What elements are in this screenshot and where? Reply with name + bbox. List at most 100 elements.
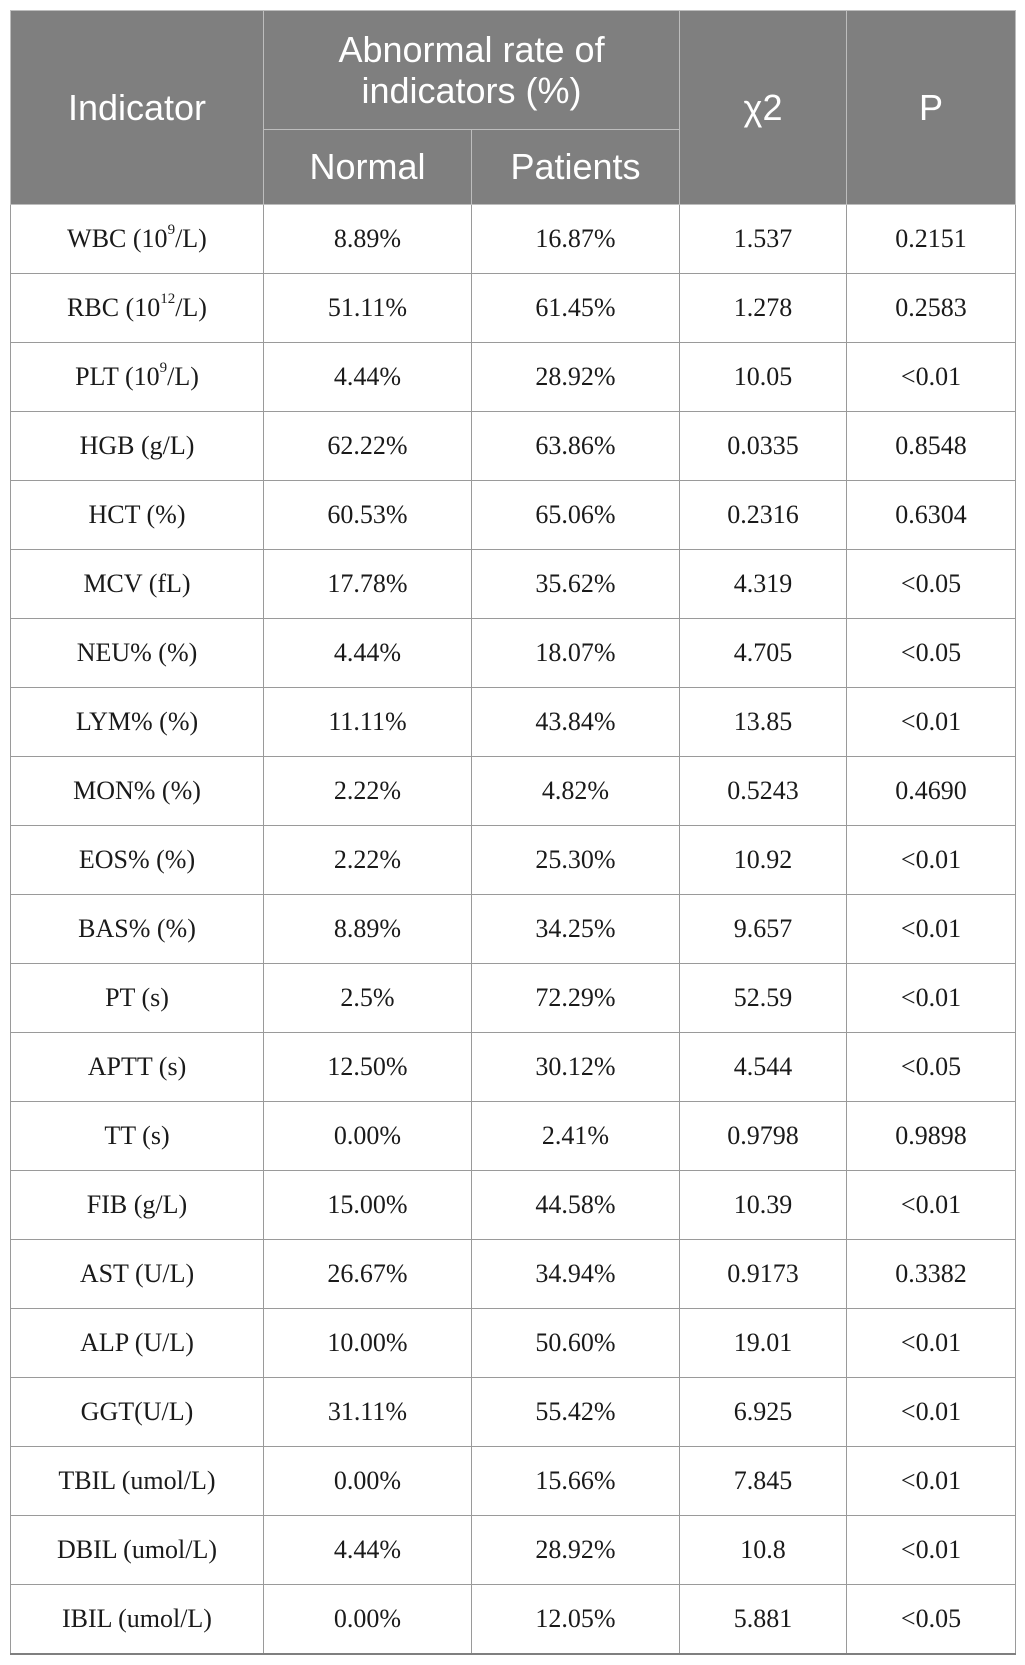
p-value-cell: <0.01 [846, 1308, 1017, 1378]
indicator-cell: LYM% (%) [10, 687, 264, 757]
chi2-cell: 19.01 [679, 1308, 848, 1378]
indicator-exponent: 12 [160, 291, 176, 308]
indicator-name: ALP (U/L) [80, 1328, 194, 1357]
patients-rate-cell: 34.94% [470, 1239, 681, 1309]
indicator-name: MON% (%) [73, 776, 201, 805]
normal-rate-cell: 4.44% [263, 1515, 472, 1585]
table-row: HCT (%) 60.53% 65.06% 0.2316 0.6304 [10, 480, 1017, 550]
header-chi2: χ2 [679, 10, 848, 205]
chi2-cell: 6.925 [679, 1377, 848, 1447]
indicator-name: IBIL (umol/L) [62, 1604, 212, 1633]
p-value-cell: <0.01 [846, 894, 1017, 964]
table-row: LYM% (%) 11.11% 43.84% 13.85 <0.01 [10, 687, 1017, 757]
patients-rate-cell: 28.92% [470, 342, 681, 412]
table-row: ALP (U/L) 10.00% 50.60% 19.01 <0.01 [10, 1308, 1017, 1378]
indicator-name: FIB (g/L) [86, 1190, 188, 1219]
indicator-cell: MON% (%) [10, 756, 264, 826]
indicator-name: NEU% (%) [76, 638, 198, 667]
chi2-cell: 10.39 [679, 1170, 848, 1240]
normal-rate-cell: 8.89% [263, 894, 472, 964]
chi2-cell: 10.92 [679, 825, 848, 895]
normal-rate-cell: 4.44% [263, 342, 472, 412]
table-row: DBIL (umol/L) 4.44% 28.92% 10.8 <0.01 [10, 1515, 1017, 1585]
chi2-cell: 4.319 [679, 549, 848, 619]
normal-rate-cell: 51.11% [263, 273, 472, 343]
normal-rate-cell: 12.50% [263, 1032, 472, 1102]
indicator-name: GGT(U/L) [80, 1397, 194, 1426]
normal-rate-cell: 0.00% [263, 1446, 472, 1516]
patients-rate-cell: 16.87% [470, 204, 681, 274]
p-value-cell: <0.01 [846, 1170, 1017, 1240]
indicator-name: APTT (s) [87, 1052, 187, 1081]
normal-rate-cell: 15.00% [263, 1170, 472, 1240]
table-row: GGT(U/L) 31.11% 55.42% 6.925 <0.01 [10, 1377, 1017, 1447]
table-row: RBC (1012/L) 51.11% 61.45% 1.278 0.2583 [10, 273, 1017, 343]
normal-rate-cell: 0.00% [263, 1584, 472, 1655]
indicator-name: AST (U/L) [79, 1259, 195, 1288]
indicator-cell: WBC (109/L) [10, 204, 264, 274]
normal-rate-cell: 8.89% [263, 204, 472, 274]
patients-rate-cell: 12.05% [470, 1584, 681, 1655]
indicator-exponent: 9 [159, 360, 168, 377]
patients-rate-cell: 61.45% [470, 273, 681, 343]
indicator-cell: DBIL (umol/L) [10, 1515, 264, 1585]
chi2-cell: 7.845 [679, 1446, 848, 1516]
indicator-cell: TBIL (umol/L) [10, 1446, 264, 1516]
header-indicator: Indicator [10, 10, 264, 205]
table-row: PT (s) 2.5% 72.29% 52.59 <0.01 [10, 963, 1017, 1033]
p-value-cell: 0.6304 [846, 480, 1017, 550]
table-row: EOS% (%) 2.22% 25.30% 10.92 <0.01 [10, 825, 1017, 895]
table-row: BAS% (%) 8.89% 34.25% 9.657 <0.01 [10, 894, 1017, 964]
patients-rate-cell: 63.86% [470, 411, 681, 481]
normal-rate-cell: 26.67% [263, 1239, 472, 1309]
p-value-cell: <0.01 [846, 342, 1017, 412]
indicator-cell: HCT (%) [10, 480, 264, 550]
patients-rate-cell: 34.25% [470, 894, 681, 964]
indicator-unit: /L) [175, 293, 207, 322]
p-value-cell: <0.01 [846, 687, 1017, 757]
p-value-cell: <0.05 [846, 1584, 1017, 1655]
patients-rate-cell: 43.84% [470, 687, 681, 757]
chi2-cell: 4.705 [679, 618, 848, 688]
patients-rate-cell: 72.29% [470, 963, 681, 1033]
normal-rate-cell: 2.5% [263, 963, 472, 1033]
table-header: Indicator Abnormal rate of indicators (%… [10, 10, 1017, 205]
p-value-cell: <0.05 [846, 618, 1017, 688]
normal-rate-cell: 31.11% [263, 1377, 472, 1447]
indicator-cell: HGB (g/L) [10, 411, 264, 481]
p-value-cell: 0.4690 [846, 756, 1017, 826]
indicator-cell: AST (U/L) [10, 1239, 264, 1309]
table-row: IBIL (umol/L) 0.00% 12.05% 5.881 <0.05 [10, 1584, 1017, 1655]
patients-rate-cell: 15.66% [470, 1446, 681, 1516]
indicator-name: RBC (10 [67, 293, 161, 322]
normal-rate-cell: 62.22% [263, 411, 472, 481]
table-row: TBIL (umol/L) 0.00% 15.66% 7.845 <0.01 [10, 1446, 1017, 1516]
table-row: MCV (fL) 17.78% 35.62% 4.319 <0.05 [10, 549, 1017, 619]
header-abnormal-rate: Abnormal rate of indicators (%) [262, 10, 681, 130]
p-value-cell: 0.2583 [846, 273, 1017, 343]
chi2-cell: 1.537 [679, 204, 848, 274]
indicator-name: EOS% (%) [78, 845, 196, 874]
normal-rate-cell: 17.78% [263, 549, 472, 619]
p-value-cell: 0.2151 [846, 204, 1017, 274]
indicator-cell: ALP (U/L) [10, 1308, 264, 1378]
table-row: NEU% (%) 4.44% 18.07% 4.705 <0.05 [10, 618, 1017, 688]
patients-rate-cell: 2.41% [470, 1101, 681, 1171]
chi2-cell: 0.9798 [679, 1101, 848, 1171]
indicator-cell: RBC (1012/L) [10, 273, 264, 343]
p-value-cell: <0.01 [846, 963, 1017, 1033]
indicator-name: DBIL (umol/L) [56, 1535, 218, 1564]
normal-rate-cell: 2.22% [263, 825, 472, 895]
chi2-cell: 1.278 [679, 273, 848, 343]
indicator-name: BAS% (%) [78, 914, 196, 943]
table-row: WBC (109/L) 8.89% 16.87% 1.537 0.2151 [10, 204, 1017, 274]
table-row: HGB (g/L) 62.22% 63.86% 0.0335 0.8548 [10, 411, 1017, 481]
patients-rate-cell: 28.92% [470, 1515, 681, 1585]
table-row: FIB (g/L) 15.00% 44.58% 10.39 <0.01 [10, 1170, 1017, 1240]
chi2-cell: 0.0335 [679, 411, 848, 481]
patients-rate-cell: 55.42% [470, 1377, 681, 1447]
header-normal: Normal [263, 129, 472, 205]
indicator-name: TBIL (umol/L) [58, 1466, 216, 1495]
table-row: APTT (s) 12.50% 30.12% 4.544 <0.05 [10, 1032, 1017, 1102]
p-value-cell: <0.01 [846, 1377, 1017, 1447]
